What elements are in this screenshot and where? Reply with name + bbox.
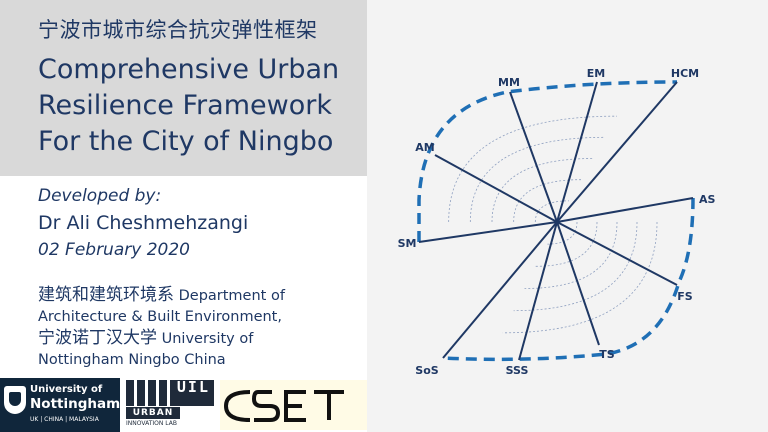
axis-label-sss: SSS (506, 364, 529, 377)
axis-sos (442, 221, 558, 359)
uon-line3: UK | CHINA | MALAYSIA (30, 416, 99, 423)
outer-boundary-upper (417, 80, 678, 242)
uon-line2: Nottingham (30, 396, 121, 412)
uon-line1: University of (30, 384, 103, 395)
title-panel (0, 0, 367, 176)
urban-innovation-lab-logo: UIL URBAN INNOVATION LAB (124, 378, 216, 430)
dept-english: Department of Architecture & Built Envir… (38, 288, 285, 325)
uil-sub: INNOVATION LAB (126, 420, 177, 427)
axis-em (556, 81, 598, 223)
title-chinese: 宁波市城市综合抗灾弹性框架 (38, 18, 318, 42)
axis-label-fs: FS (677, 290, 693, 303)
axis-label-ts: TS (599, 348, 615, 361)
axis-fs (556, 221, 678, 286)
grid-arc-lower-3 (524, 221, 618, 289)
axis-ts (556, 221, 600, 346)
outer-boundary-lower (442, 197, 695, 362)
axis-sss (518, 221, 558, 361)
axis-mm (509, 91, 558, 223)
axis-label-sos: SoS (415, 364, 438, 377)
uil-urban: URBAN (126, 407, 180, 419)
resilience-framework-diagram: MM EM HCM AM AS SM FS SoS SSS TS (398, 67, 716, 377)
diagram-panel (367, 0, 768, 432)
axis-label-em: EM (587, 67, 605, 80)
developed-by-label: Developed by: (38, 186, 162, 206)
author-name: Dr Ali Cheshmehzangi (38, 212, 249, 234)
grid-arc-lower-2 (535, 221, 598, 267)
grid-arc-lower-5 (502, 221, 658, 334)
axis-as (556, 197, 694, 223)
title-english: Comprehensive Urban Resilience Framework… (38, 54, 340, 157)
axis-label-hcm: HCM (671, 67, 699, 80)
nottingham-logo: University of Nottingham UK | CHINA | MA… (0, 378, 120, 432)
axis-label-sm: SM (398, 237, 417, 250)
univ-chinese: 宁波诺丁汉大学 (38, 328, 157, 348)
axis-label-am: AM (415, 141, 434, 154)
grid-arc-upper-3 (491, 158, 594, 223)
axis-sm (418, 221, 558, 243)
axis-am (434, 154, 558, 223)
axis-label-as: AS (699, 193, 716, 206)
uil-mark: UIL (176, 378, 210, 396)
grid-arc-upper-4 (469, 136, 606, 223)
uil-bars: UIL (126, 378, 214, 406)
cset-logo (220, 380, 367, 430)
grid-arc-lower-4 (513, 221, 638, 312)
logo-bar: University of Nottingham UK | CHINA | MA… (0, 378, 367, 432)
dept-chinese: 建筑和建筑环境系 (38, 285, 174, 305)
univ-english: University of Nottingham Ningbo China (38, 331, 254, 368)
affiliation: 建筑和建筑环境系 Department of Architecture & Bu… (38, 285, 338, 371)
presentation-date: 02 February 2020 (38, 240, 190, 260)
crest-icon (4, 386, 26, 414)
grid-arc-upper-5 (448, 115, 618, 223)
axis-hcm (556, 81, 678, 223)
axis-label-mm: MM (498, 76, 520, 89)
